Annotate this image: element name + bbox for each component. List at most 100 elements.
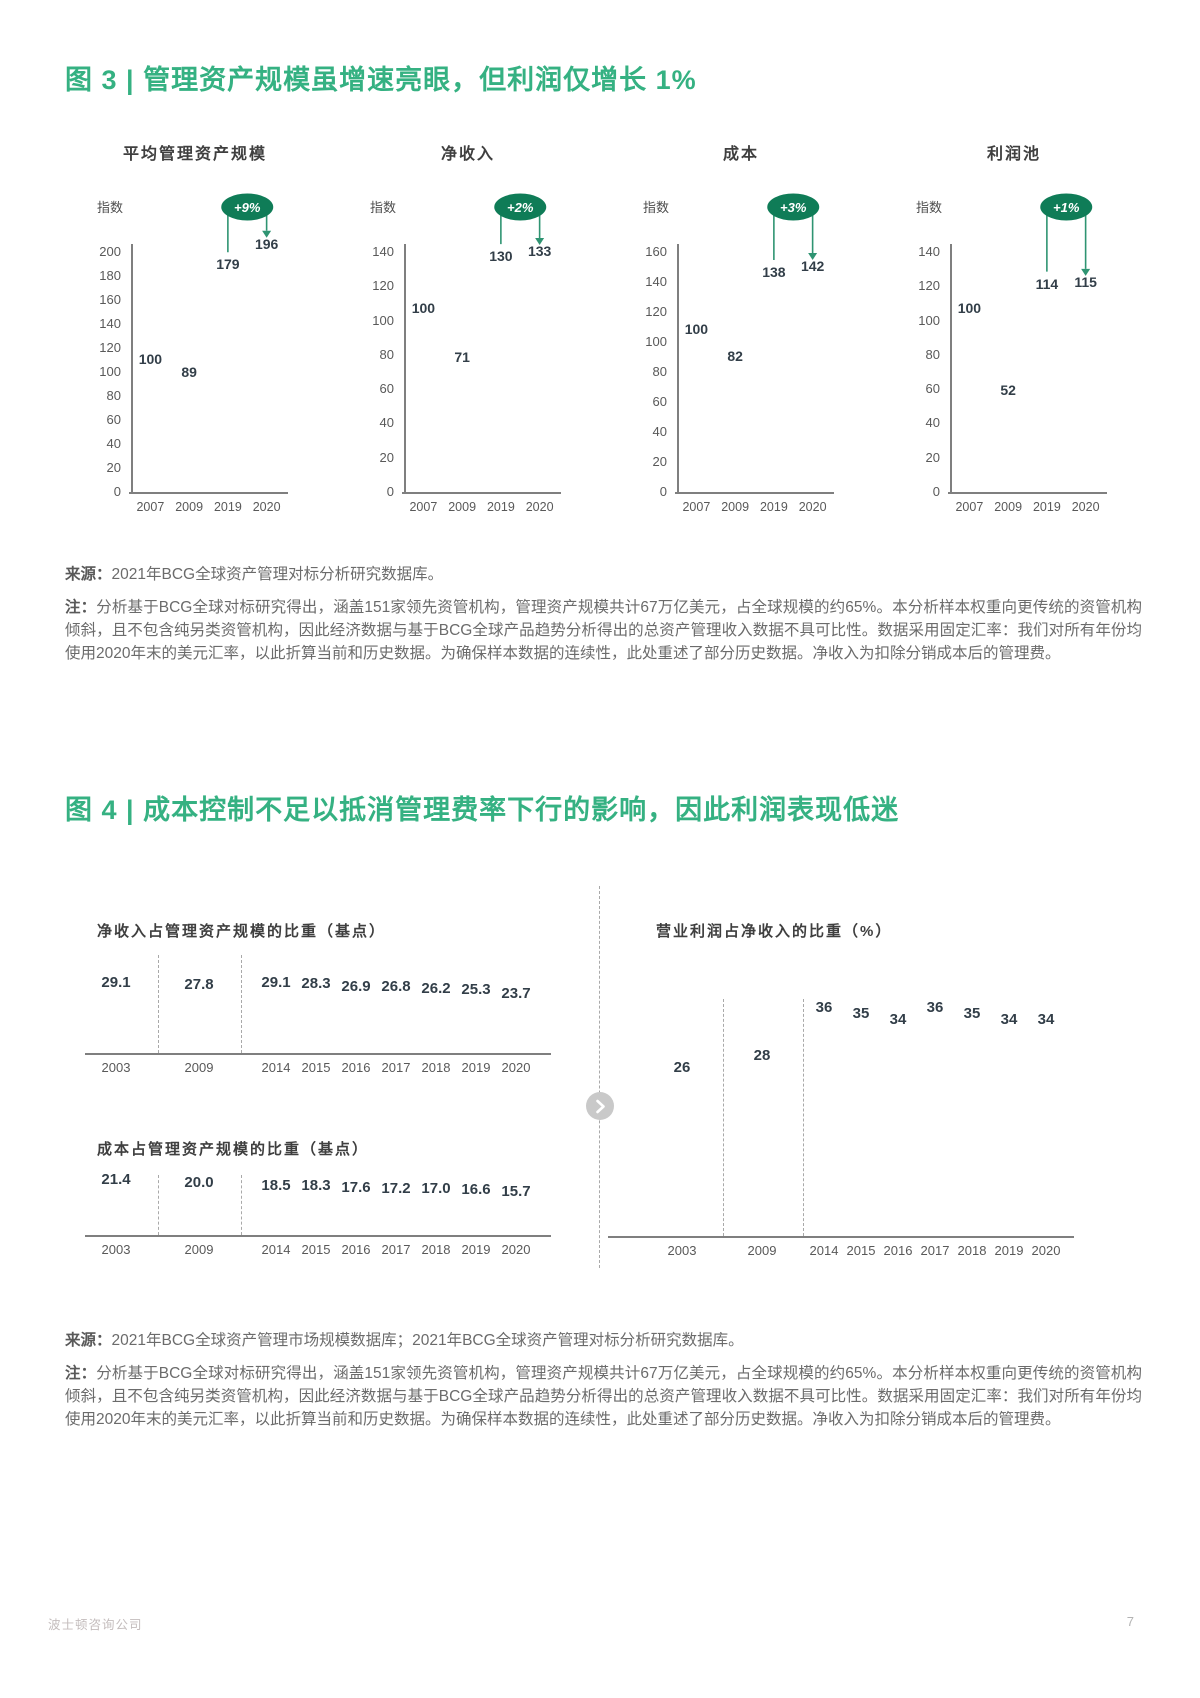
x-tick-label: 2016 [883,1243,913,1258]
y-tick-label: 120 [99,340,121,355]
y-axis-label: 指数 [369,200,396,215]
x-tick-label: 2003 [101,1060,131,1075]
y-tick-label: 140 [99,316,121,331]
y-axis-line [677,244,679,492]
x-axis-line [85,1053,551,1055]
bar-value-label: 26.2 [421,979,451,997]
bar-value-label: 16.6 [461,1180,491,1198]
bar-value-label: 34 [889,1011,907,1028]
bar-value-label: 25.3 [461,981,491,999]
bar-value-label: 82 [727,348,743,364]
y-tick-label: 80 [379,346,394,362]
chart-plot-area: 指数 0 20 40 60 80 100 120 140 100 2007 71 2009 130 2019… [338,164,598,524]
x-tick-label: 2007 [409,500,438,514]
bar-value-label: 17.0 [421,1180,451,1197]
x-tick-label: 2009 [448,500,477,514]
chevron-right-icon [586,1092,614,1120]
x-tick-label: 2020 [1071,500,1100,514]
group-separator [241,955,242,1053]
x-axis-line [948,492,1107,494]
y-tick-label: 100 [645,334,667,349]
bar-value-label: 35 [852,1005,870,1022]
y-tick-label: 20 [652,454,667,469]
y-tick-label: 60 [379,381,394,397]
bar-value-label: 100 [138,351,163,367]
bar-value-label: 114 [1035,275,1059,292]
bar-value-label: 23.7 [501,984,531,1002]
x-tick-label: 2019 [486,500,515,514]
figure3-chart: 平均管理资产规模 指数 0 20 40 60 80 100 120 140 160 180 200 100… [65,140,325,524]
svg-text:+2%: +2% [507,200,534,215]
y-axis-line [950,244,952,492]
x-tick-label: 2009 [184,1242,214,1257]
bar-value-label: 17.2 [381,1179,411,1197]
y-tick-label: 20 [925,449,940,465]
x-tick-label: 2019 [1032,500,1061,514]
chart-plot-area: 指数 0 20 40 60 80 100 120 140 160 100 2007 82 2009 138 2… [611,164,871,524]
y-tick-label: 0 [932,484,940,499]
x-tick-label: 2020 [525,500,554,514]
x-axis-line [608,1236,1074,1238]
footer-company-name: 波士顿咨询公司 [48,1618,143,1632]
x-tick-label: 2018 [421,1242,451,1257]
x-axis-line [85,1235,551,1237]
y-tick-label: 60 [652,394,667,409]
figure4-source: 来源：2021年BCG全球资产管理市场规模数据库；2021年BCG全球资产管理对… [65,1329,1142,1352]
bar-value-label: 115 [1074,273,1097,290]
bar-value-label: 36 [815,999,833,1016]
figure4-chart: 营业利润占净收入的比重（%） 26 2003 28 2009 36 2014 35 2015 34… [608,920,1074,1268]
bar-value-label: 100 [684,321,709,337]
bar-value-label: 26.9 [341,978,371,996]
x-tick-label: 2009 [747,1243,777,1258]
bar-value-label: 100 [957,299,982,316]
y-axis-line [404,244,406,492]
figure3-charts-row: 平均管理资产规模 指数 0 20 40 60 80 100 120 140 160 180 200 100… [65,140,1157,524]
x-axis-line [129,492,288,494]
y-axis-line [131,244,133,492]
chart-title: 净收入 [440,146,495,163]
bar-value-label: 133 [527,243,552,259]
bar-value-label: 15.7 [501,1182,531,1200]
x-axis-line [675,492,834,494]
y-tick-label: 60 [925,381,940,397]
chart-plot-area: 指数 0 20 40 60 80 100 120 140 160 180 200 100 2007 89 20… [65,164,325,524]
x-tick-label: 2015 [301,1242,331,1257]
chart-title: 营业利润占净收入的比重（%） [656,923,893,940]
y-tick-label: 160 [99,292,121,307]
bar-value-label: 26.8 [381,978,411,996]
x-tick-label: 2007 [955,500,984,514]
figure3-note: 注：分析基于BCG全球对标研究得出，涵盖151家领先资管机构，管理资产规模共计6… [65,596,1142,665]
bar-value-label: 142 [800,258,825,274]
group-separator [803,999,804,1236]
bar-value-label: 100 [411,299,436,316]
x-tick-label: 2017 [381,1060,411,1075]
y-tick-label: 180 [99,268,121,283]
x-tick-label: 2016 [341,1060,371,1075]
y-tick-label: 120 [645,304,667,319]
x-tick-label: 2020 [501,1060,531,1075]
bar-value-label: 179 [216,256,240,273]
chart-title: 净收入占管理资产规模的比重（基点） [97,923,387,940]
bar-value-label: 28 [753,1047,771,1064]
bar-value-label: 20.0 [184,1174,214,1191]
x-tick-label: 2009 [184,1060,214,1075]
bar-value-label: 29.1 [261,973,291,991]
bar-value-label: 28.3 [301,975,331,993]
bar-value-label: 34 [1037,1011,1055,1028]
bar-value-label: 196 [254,235,279,252]
bar-value-label: 71 [454,349,470,366]
vertical-dashed-separator [599,886,600,1268]
bar-value-label: 18.5 [261,1177,291,1194]
y-tick-label: 100 [918,312,940,328]
bar-value-label: 26 [673,1059,691,1076]
y-tick-label: 100 [99,364,121,379]
chart-title: 成本占管理资产规模的比重（基点） [97,1141,370,1158]
y-tick-label: 0 [659,484,667,499]
chart-plot-area: 指数 0 20 40 60 80 100 120 140 100 2007 52 2009 114 2019… [884,164,1144,524]
y-tick-label: 140 [645,274,667,289]
svg-text:+3%: +3% [780,200,807,215]
figure3-chart: 利润池 指数 0 20 40 60 80 100 120 140 100 2007 52 2009 114 2… [884,140,1144,524]
y-tick-label: 40 [652,424,667,439]
growth-badge: +2% [494,193,547,245]
